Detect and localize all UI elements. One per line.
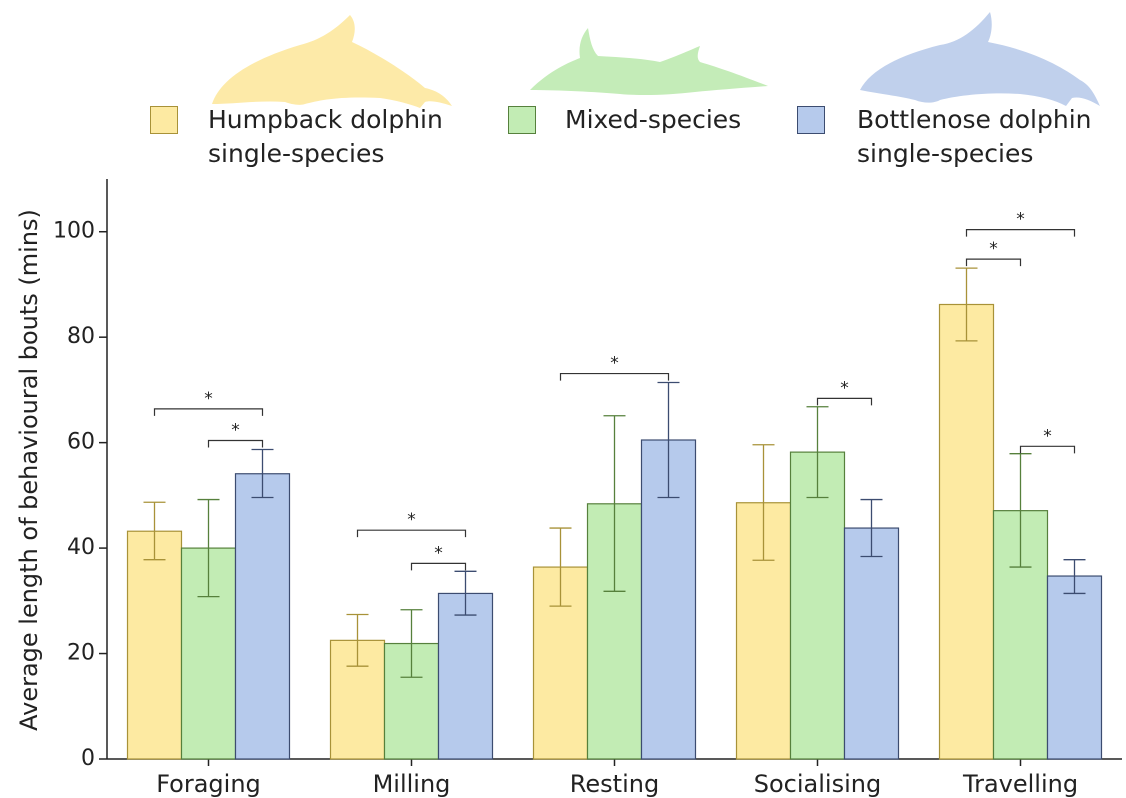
y-axis-label: Average length of behavioural bouts (min… <box>15 209 43 731</box>
significance-label: * <box>989 239 998 259</box>
y-tick-label: 60 <box>67 430 95 455</box>
significance-bracket <box>818 398 872 405</box>
y-tick-label: 0 <box>81 746 95 771</box>
significance-bracket <box>1021 446 1075 453</box>
legend-swatch <box>150 106 178 134</box>
significance-bracket <box>155 409 263 416</box>
bar <box>940 304 994 759</box>
legend-label: Bottlenose dolphin single-species <box>857 103 1122 171</box>
significance-label: * <box>407 510 416 530</box>
bar <box>1048 576 1102 759</box>
mixed-icon <box>530 28 768 95</box>
page: {"chart_data":{"type":"bar", "y_label":"… <box>0 0 1126 798</box>
legend-label: Mixed-species <box>565 103 805 137</box>
x-tick-label: Resting <box>570 770 659 798</box>
significance-label: * <box>610 354 619 374</box>
significance-bracket <box>967 230 1075 237</box>
y-tick-label: 80 <box>67 324 95 349</box>
x-tick-label: Milling <box>373 770 451 798</box>
significance-bracket <box>967 259 1021 266</box>
significance-bracket <box>358 530 466 537</box>
dolphin-icons <box>212 12 1100 108</box>
x-tick-label: Travelling <box>962 770 1078 798</box>
humpback-icon <box>212 15 452 108</box>
x-tick-label: Socialising <box>754 770 881 798</box>
significance-label: * <box>231 421 240 441</box>
y-tick-label: 40 <box>67 535 95 560</box>
bar <box>128 531 182 759</box>
significance-label: * <box>434 543 443 563</box>
significance-label: * <box>1016 210 1025 230</box>
significance-label: * <box>1043 426 1052 446</box>
bottlenose-icon <box>860 12 1100 106</box>
bar <box>845 528 899 759</box>
legend-label: Humpback dolphin single-species <box>208 103 478 171</box>
legend-swatch <box>797 106 825 134</box>
significance-bracket <box>561 374 669 381</box>
bar <box>439 593 493 759</box>
y-tick-label: 20 <box>67 641 95 666</box>
bar <box>236 474 290 759</box>
significance-bracket <box>209 441 263 448</box>
significance-label: * <box>204 389 213 409</box>
y-tick-label: 100 <box>53 219 95 244</box>
significance-bracket <box>412 563 466 570</box>
significance-label: * <box>840 378 849 398</box>
bar <box>791 452 845 759</box>
legend-swatch <box>508 106 536 134</box>
x-tick-label: Foraging <box>156 770 261 798</box>
